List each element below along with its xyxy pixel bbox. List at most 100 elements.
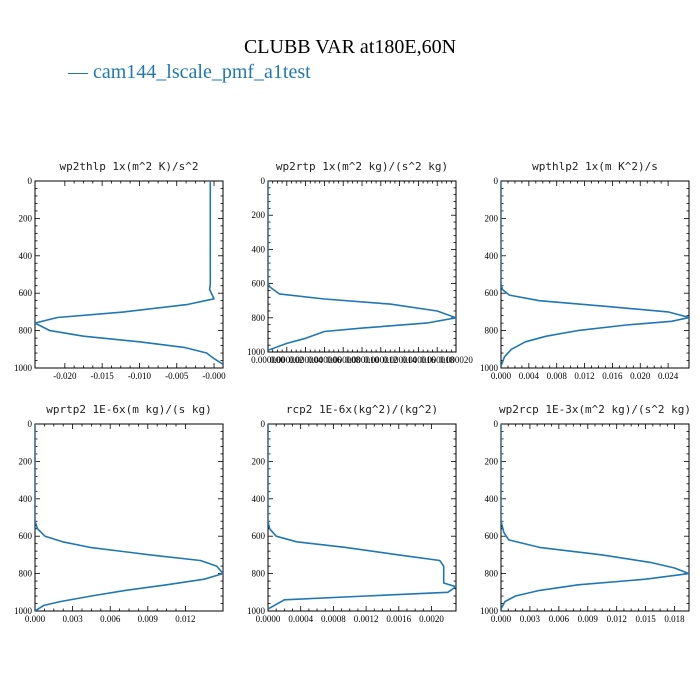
subplot-6: wp2rcp 1E-3x(m^2 kg)/(s^2 kg)0 200 400 600 8… — [480, 403, 691, 624]
y-tick-label: 600 — [19, 531, 33, 541]
subplot-1: wp2thlp 1x(m^2 K)/s^2 0 200 400 600 800 1000 -0… — [14, 160, 226, 381]
y-tick-label: 400 — [19, 494, 33, 504]
x-tick-label: 0.0020 — [419, 614, 444, 624]
y-tick-label: 1000 — [247, 606, 266, 616]
y-tick-label: 0 — [494, 176, 499, 186]
x-tick-label: 0.006 — [549, 614, 570, 624]
panel-title: rcp2 1E-6x(kg^2)/(kg^2) — [286, 403, 438, 416]
x-tick-label: 0.0016 — [386, 614, 411, 624]
y-tick-label: 600 — [252, 531, 266, 541]
panel-title: wpthlp2 1x(m K^2)/s — [532, 160, 658, 173]
y-tick-label: 400 — [252, 244, 266, 254]
series-line — [501, 181, 689, 367]
plot-frame — [267, 180, 457, 353]
y-tick-label: 400 — [485, 494, 499, 504]
legend-entry: — cam144_lscale_pmf_a1test — [67, 61, 311, 83]
y-tick-label: 800 — [252, 569, 266, 579]
x-tick-label: 0.0012 — [354, 614, 379, 624]
x-tick-label: 0.000 — [491, 614, 512, 624]
x-tick-label: 0.009 — [578, 614, 599, 624]
y-tick-label: 800 — [485, 569, 499, 579]
y-tick-label: 400 — [19, 251, 33, 261]
y-tick-label: 200 — [19, 213, 33, 223]
y-tick-label: 1000 — [480, 363, 499, 373]
x-tick-label: 0.016 — [602, 371, 623, 381]
series-line — [35, 181, 223, 365]
y-tick-label: 200 — [252, 210, 266, 220]
y-tick-label: 800 — [19, 326, 33, 336]
y-tick-label: 400 — [485, 251, 499, 261]
plot-frame — [34, 180, 224, 369]
y-tick-label: 0 — [261, 419, 266, 429]
x-tick-label: 0.009 — [138, 614, 159, 624]
x-tick-label: 0.000006 — [308, 355, 342, 365]
x-tick-label: 0.020 — [630, 371, 651, 381]
x-tick-label: -0.015 — [91, 371, 115, 381]
panel-title: wp2rtp 1x(m^2 kg)/(s^2 kg) — [276, 160, 448, 173]
y-tick-label: 0 — [28, 419, 33, 429]
subplot-2: wp2rtp 1x(m^2 kg)/(s^2 kg) 0 200 400 600 800 1… — [247, 160, 473, 365]
x-tick-label: -0.010 — [128, 371, 152, 381]
x-tick-label: 0.012 — [175, 614, 195, 624]
series-line — [268, 181, 456, 352]
x-tick-label: 0.0004 — [288, 614, 313, 624]
plot-frame — [267, 423, 457, 612]
y-tick-label: 1000 — [14, 363, 33, 373]
subplot-grid: wp2thlp 1x(m^2 K)/s^2 0 200 400 600 800 1000 -0… — [14, 160, 691, 624]
y-tick-label: 0 — [494, 419, 499, 429]
x-tick-label: 0.000014 — [383, 355, 417, 365]
y-tick-label: 1000 — [247, 347, 266, 357]
plot-frame — [34, 423, 224, 612]
series-line — [268, 424, 456, 610]
figure-title: CLUBB VAR at180E,60N — [244, 36, 456, 58]
y-tick-label: 0 — [28, 176, 33, 186]
y-tick-label: 600 — [485, 531, 499, 541]
y-tick-label: 200 — [19, 456, 33, 466]
x-tick-label: 0.003 — [62, 614, 83, 624]
x-tick-label: 0.000004 — [289, 355, 323, 365]
y-tick-label: 1000 — [480, 606, 499, 616]
x-tick-label: 0.0000 — [256, 614, 281, 624]
y-tick-label: 800 — [252, 313, 266, 323]
x-tick-label: 0.000016 — [402, 355, 436, 365]
series-line — [501, 424, 689, 610]
x-tick-label: 0.000002 — [270, 355, 304, 365]
y-tick-label: 0 — [261, 176, 266, 186]
x-tick-label: 0.015 — [635, 614, 656, 624]
x-tick-label: 0.0008 — [321, 614, 346, 624]
subplot-3: wpthlp2 1x(m K^2)/s020040060080010000.00… — [480, 160, 690, 381]
x-tick-label: 0.000 — [491, 371, 512, 381]
x-tick-label: 0.000010 — [345, 355, 379, 365]
panel-title: wp2rcp 1E-3x(m^2 kg)/(s^2 kg) — [499, 403, 691, 416]
series-line — [35, 424, 223, 611]
x-tick-label: 0.006 — [100, 614, 121, 624]
subplot-4: wprtp2 1E-6x(m kg)/(s kg) 0 200 400 600 800 10… — [14, 403, 224, 624]
panel-title: wprtp2 1E-6x(m kg)/(s kg) — [46, 403, 212, 416]
x-tick-label: 0.012 — [574, 371, 594, 381]
x-tick-label: 0.012 — [607, 614, 627, 624]
y-tick-label: 600 — [19, 288, 33, 298]
x-tick-label: -0.000 — [202, 371, 226, 381]
x-tick-label: 0.018 — [664, 614, 685, 624]
y-tick-label: 200 — [485, 456, 499, 466]
plot-frame — [500, 180, 690, 369]
y-tick-label: 1000 — [14, 606, 33, 616]
x-tick-label: 0.024 — [658, 371, 679, 381]
x-tick-label: 0.000012 — [364, 355, 398, 365]
y-tick-label: 200 — [485, 213, 499, 223]
x-tick-label: 0.000008 — [326, 355, 360, 365]
y-tick-label: 800 — [19, 569, 33, 579]
y-tick-label: 600 — [485, 288, 499, 298]
x-tick-label: 0.000020 — [439, 355, 473, 365]
x-tick-label: -0.005 — [165, 371, 189, 381]
y-tick-label: 800 — [485, 326, 499, 336]
x-tick-label: 0.004 — [519, 371, 540, 381]
y-tick-label: 400 — [252, 494, 266, 504]
x-tick-label: 0.008 — [547, 371, 568, 381]
x-tick-label: 0.003 — [520, 614, 541, 624]
y-tick-label: 600 — [252, 279, 266, 289]
x-tick-label: -0.020 — [53, 371, 77, 381]
x-tick-label: 0.000018 — [420, 355, 454, 365]
x-tick-label: 0.000000 — [251, 355, 285, 365]
panel-title: wp2thlp 1x(m^2 K)/s^2 — [59, 160, 198, 173]
